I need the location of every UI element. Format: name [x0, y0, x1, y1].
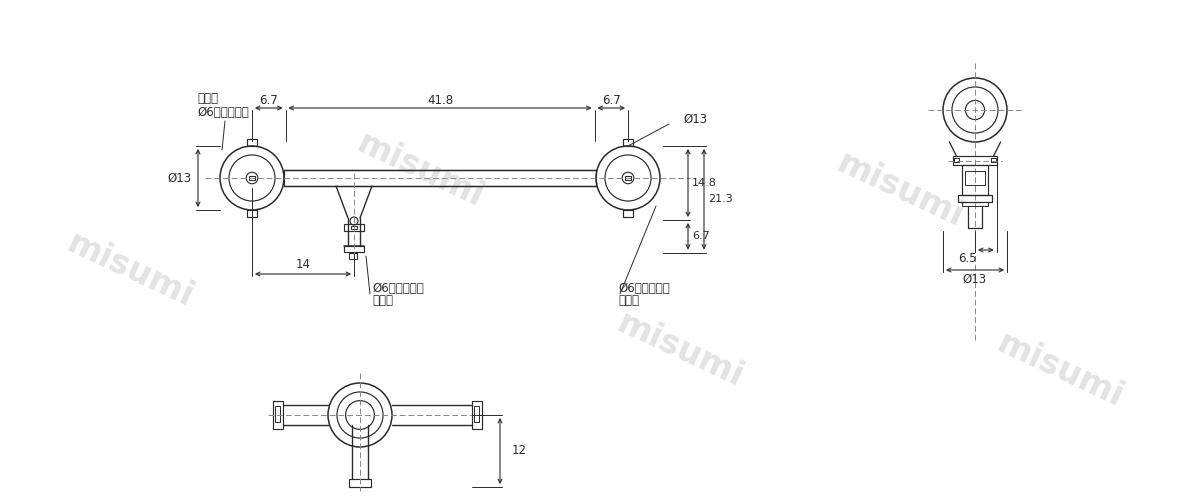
- Text: misumi: misumi: [611, 306, 749, 394]
- Text: 真空口: 真空口: [373, 294, 393, 306]
- Text: 14: 14: [296, 258, 310, 272]
- Text: misumi: misumi: [992, 326, 1129, 414]
- Text: 6.7: 6.7: [260, 94, 278, 106]
- Text: Ø6チューブ用: Ø6チューブ用: [373, 282, 424, 294]
- Text: Ø6チューブ用: Ø6チューブ用: [196, 106, 249, 120]
- Bar: [625, 176, 631, 180]
- Text: 6.7: 6.7: [601, 94, 621, 106]
- Bar: [247, 210, 258, 217]
- Bar: [962, 202, 988, 206]
- Bar: [276, 406, 280, 422]
- Bar: [954, 156, 997, 165]
- Bar: [344, 246, 364, 252]
- Bar: [474, 406, 479, 422]
- Bar: [344, 224, 364, 231]
- Bar: [955, 158, 960, 162]
- Text: 6.7: 6.7: [692, 231, 709, 241]
- Bar: [273, 401, 283, 429]
- Bar: [284, 170, 595, 186]
- Text: Ø13: Ø13: [168, 172, 192, 184]
- Bar: [349, 253, 357, 259]
- Text: 41.8: 41.8: [426, 94, 453, 106]
- Text: misumi: misumi: [351, 126, 489, 214]
- Text: Ø13: Ø13: [683, 112, 707, 126]
- Text: 供給口: 供給口: [196, 92, 218, 104]
- Text: 排気口: 排気口: [618, 294, 639, 306]
- Text: 12: 12: [512, 444, 527, 458]
- Text: Ø13: Ø13: [963, 272, 987, 285]
- Bar: [964, 171, 986, 185]
- Bar: [957, 195, 992, 202]
- Text: 14.8: 14.8: [692, 178, 716, 188]
- Bar: [349, 479, 371, 487]
- Text: misumi: misumi: [831, 146, 968, 234]
- Bar: [351, 226, 357, 229]
- Text: 21.3: 21.3: [708, 194, 733, 204]
- Bar: [623, 139, 633, 146]
- Bar: [991, 158, 996, 162]
- Text: 6.5: 6.5: [957, 252, 976, 266]
- Bar: [249, 176, 255, 180]
- Bar: [472, 401, 482, 429]
- Text: Ø6チューブ用: Ø6チューブ用: [618, 282, 670, 294]
- Text: misumi: misumi: [61, 226, 199, 314]
- Bar: [247, 139, 258, 146]
- Bar: [623, 210, 633, 217]
- Bar: [962, 165, 988, 195]
